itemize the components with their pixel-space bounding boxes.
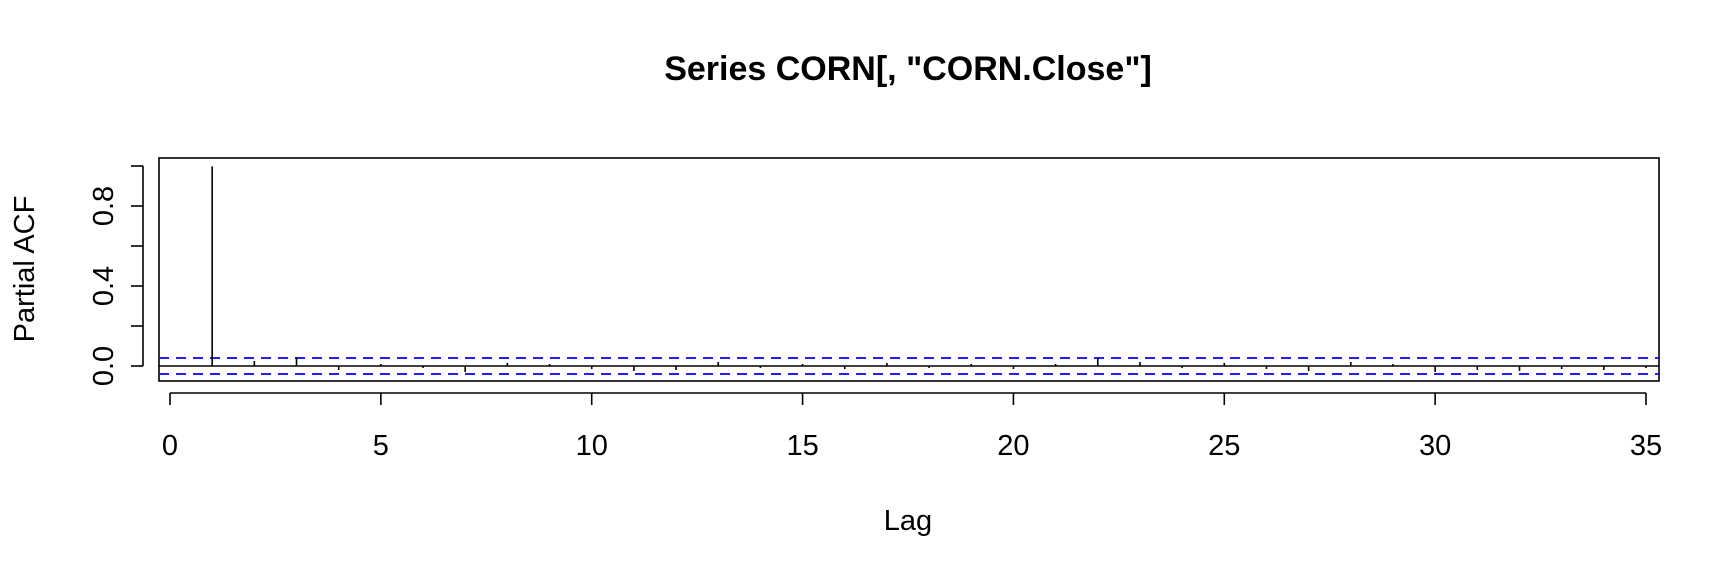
x-tick-label-25: 25 [1208,430,1240,462]
x-axis: 0 5 10 15 20 25 30 35 [162,392,1662,462]
y-tick-label-0.0: 0.0 [88,346,120,386]
x-axis-title: Lag [884,505,932,537]
x-tick-label-20: 20 [997,430,1029,462]
plot-box [158,157,1660,382]
y-tick-label-0.4: 0.4 [88,266,120,306]
y-axis: 0.0 0.4 0.8 [88,165,144,386]
pacf-bars [211,166,1647,372]
chart-title: Series CORN[, "CORN.Close"] [664,50,1152,88]
x-tick-label-15: 15 [786,430,818,462]
x-tick-label-30: 30 [1419,430,1451,462]
y-axis-title: Partial ACF [9,196,41,343]
x-tick-label-5: 5 [373,430,389,462]
x-tick-label-0: 0 [162,430,178,462]
x-tick-label-10: 10 [576,430,608,462]
x-tick-label-35: 35 [1630,430,1662,462]
y-tick-label-0.8: 0.8 [88,186,120,226]
confidence-lines [159,357,1659,375]
